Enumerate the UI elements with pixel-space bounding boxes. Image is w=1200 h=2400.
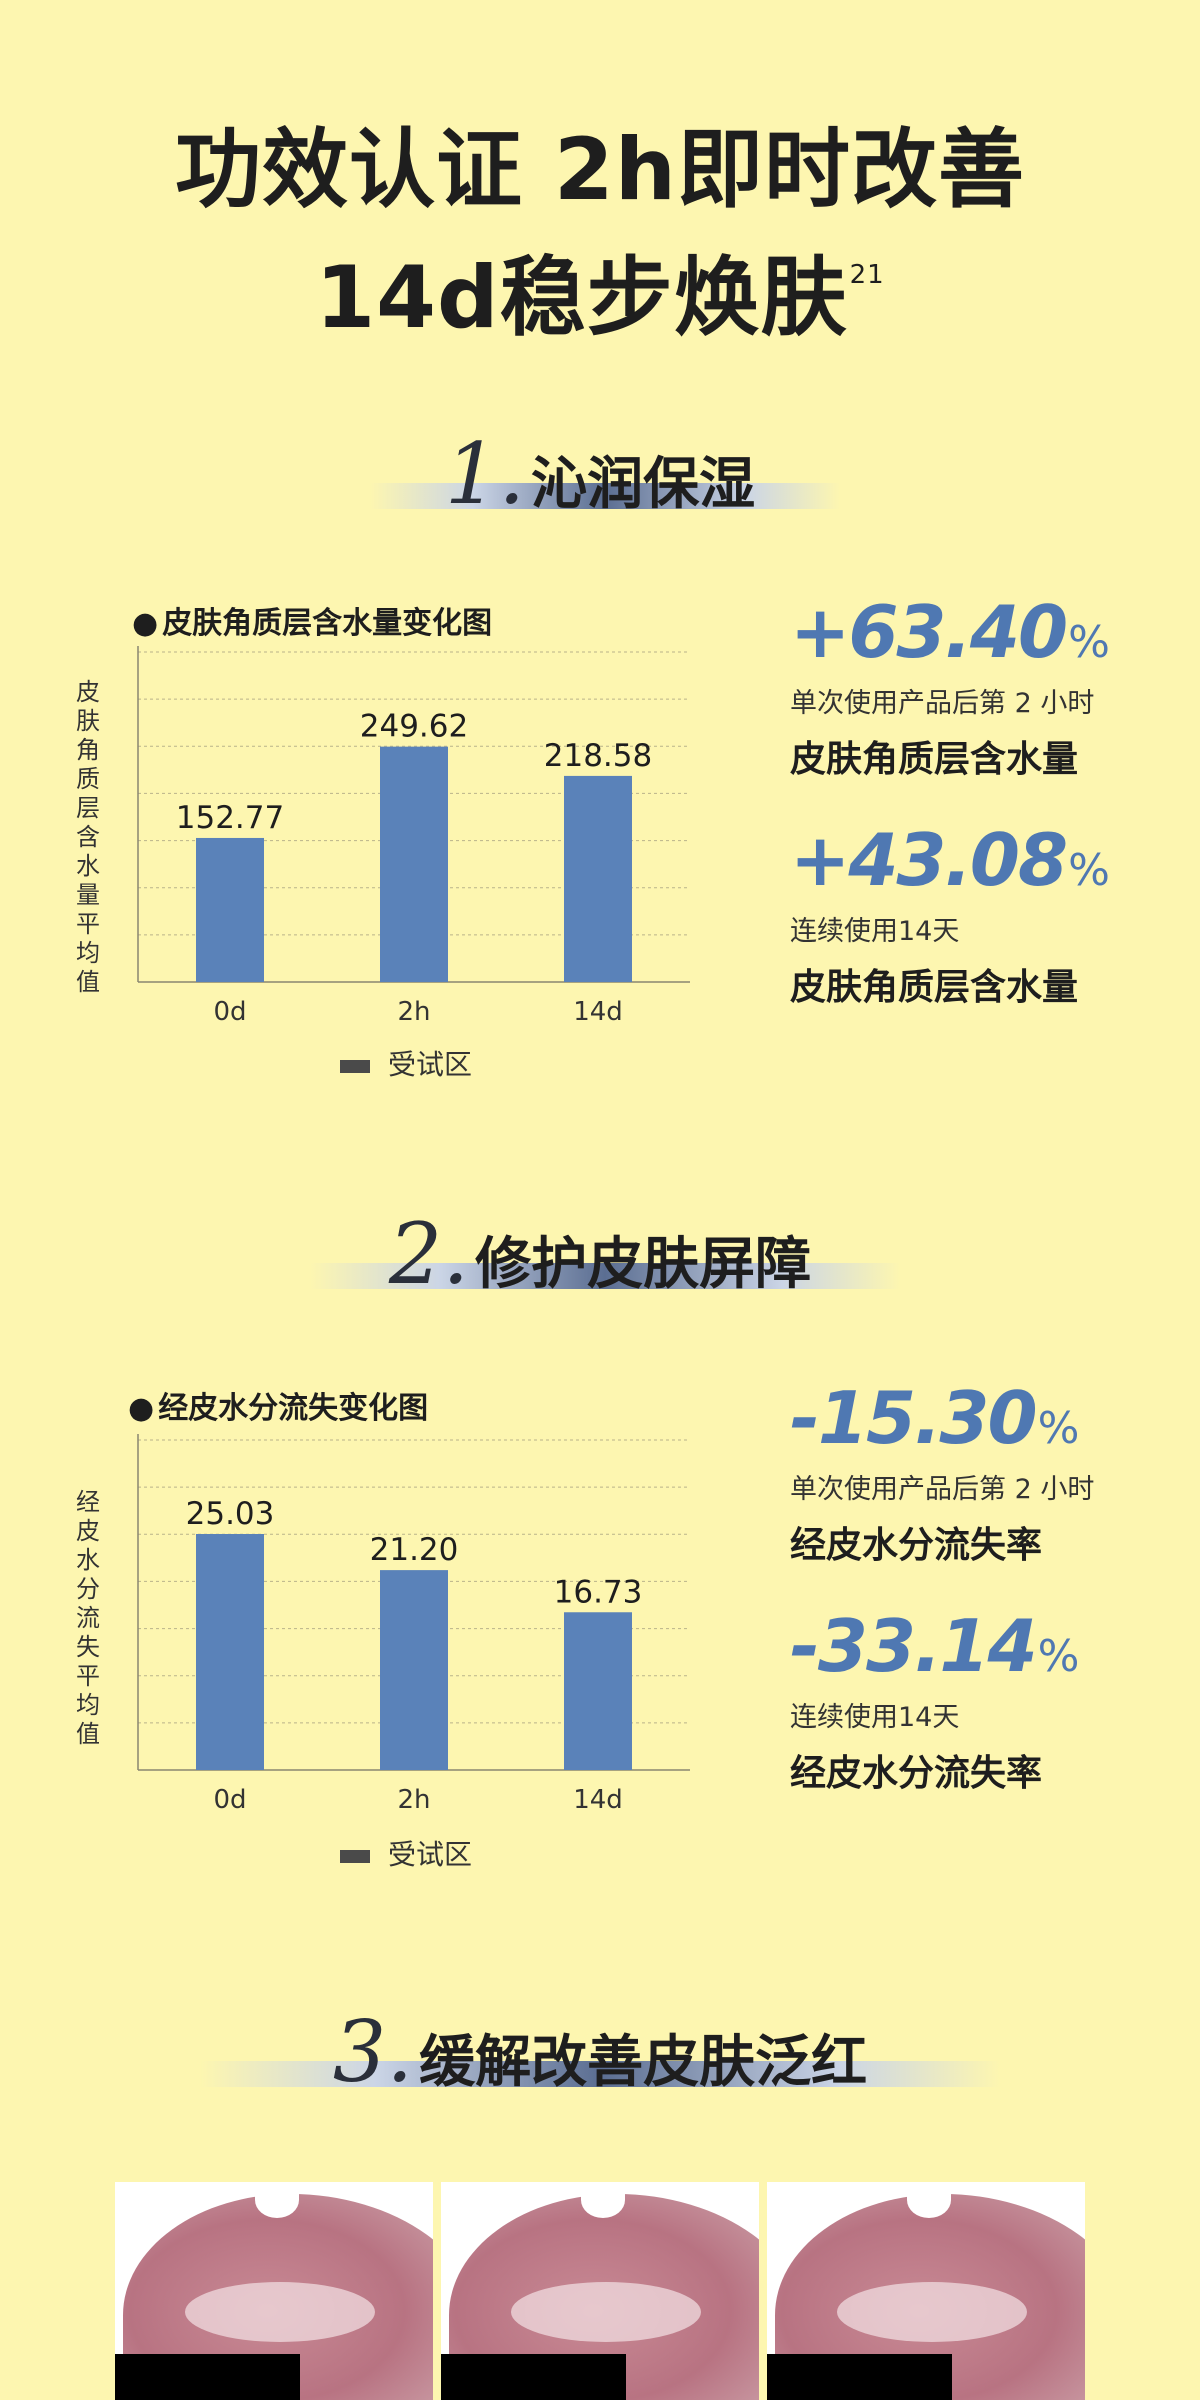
chart-1-legend-label: 受试区 — [388, 1048, 473, 1081]
skin-photo-1 — [115, 2182, 433, 2400]
stat-1-2-desc: 连续使用14天 — [790, 916, 960, 947]
stat-1-2-unit: % — [1068, 845, 1110, 896]
stat-2-1-metric: 经皮水分流失率 — [790, 1525, 1043, 1566]
stat-1-1-value-line: +63.40% — [790, 592, 1110, 683]
chart-2-bullet-icon: ● — [128, 1391, 155, 1426]
section-2-heading: 2. 修护皮肤屏障 — [0, 1205, 1200, 1315]
section-2-band — [310, 1263, 900, 1289]
skin-photo-3-eye — [837, 2282, 1027, 2342]
stat-1-1-unit: % — [1068, 617, 1110, 668]
skin-photo-3-censor-bar — [767, 2354, 952, 2400]
skin-photo-3-notch — [907, 2182, 951, 2218]
stat-2-1: -15.30% 单次使用产品后第 2 小时 经皮水分流失率 — [790, 1378, 1094, 1568]
stat-2-2-metric: 经皮水分流失率 — [790, 1753, 1043, 1794]
section-3-band — [200, 2061, 1000, 2087]
chart-2-bar-2h — [380, 1570, 448, 1770]
section-3-heading: 3. 缓解改善皮肤泛红 — [0, 2003, 1200, 2113]
chart-2-data-label-14d: 16.73 — [554, 1574, 643, 1610]
chart-1-data-label-0d: 152.77 — [176, 800, 284, 836]
chart-2-bar-14d — [564, 1612, 632, 1770]
stat-1-1-metric: 皮肤角质层含水量 — [790, 739, 1079, 780]
chart-1-data-label-2h: 249.62 — [360, 709, 468, 745]
chart-1-tick-label-2h: 2h — [397, 997, 430, 1027]
section-2-label: 修护皮肤屏障 — [475, 1232, 812, 1297]
stat-1-1-desc: 单次使用产品后第 2 小时 — [790, 688, 1095, 719]
chart-2-tick-label-0d: 0d — [213, 1785, 246, 1815]
page-title-line2-text: 14d稳步焕肤 — [315, 248, 848, 348]
chart-1-title-text: 皮肤角质层含水量变化图 — [162, 606, 493, 641]
stat-1-2-value-line: +43.08% — [790, 820, 1110, 911]
stat-2-1-unit: % — [1037, 1403, 1080, 1454]
page-title-line1: 功效认证 2h即时改善 — [174, 120, 1025, 220]
chart-2-legend-label: 受试区 — [388, 1838, 473, 1871]
chart-1-title: ● 皮肤角质层含水量变化图 — [132, 598, 492, 642]
stat-1-1: +63.40% 单次使用产品后第 2 小时 皮肤角质层含水量 — [790, 592, 1110, 782]
section-1-label: 沁润保湿 — [531, 452, 756, 517]
stat-2-2-desc: 连续使用14天 — [790, 1702, 960, 1733]
stat-2-2-value-line: -33.14% — [790, 1606, 1079, 1697]
chart-1-bar-0d — [196, 837, 264, 982]
skin-photo-2 — [441, 2182, 759, 2400]
chart-2-legend: 受试区 — [340, 1833, 472, 1873]
stat-2-2-unit: % — [1037, 1631, 1080, 1682]
chart-1-bar-14d — [564, 775, 632, 982]
stat-2-1-value-line: -15.30% — [790, 1378, 1094, 1469]
chart-2-ylabel: 经皮水分流失平均值 — [76, 1488, 100, 1748]
stat-1-2-metric: 皮肤角质层含水量 — [790, 967, 1079, 1008]
chart-2-data-label-0d: 25.03 — [186, 1496, 275, 1532]
chart-1-tick-label-0d: 0d — [213, 997, 246, 1027]
stat-1-2-value: +43.08 — [790, 818, 1068, 902]
stat-1-1-value: +63.40 — [790, 590, 1068, 674]
skin-photo-3 — [767, 2182, 1085, 2400]
section-3-number: 3. — [332, 2003, 414, 2101]
chart-2-title-text: 经皮水分流失变化图 — [158, 1391, 429, 1426]
stat-2-2-value: -33.14 — [790, 1604, 1038, 1688]
chart-2-title: ● 经皮水分流失变化图 — [128, 1383, 428, 1427]
section-3-label: 缓解改善皮肤泛红 — [419, 2030, 868, 2095]
chart-2-data-label-2h: 21.20 — [370, 1532, 459, 1568]
chart-1-tick-label-14d: 14d — [573, 997, 623, 1027]
chart-2-legend-swatch — [340, 1849, 370, 1863]
skin-photo-1-censor-bar — [115, 2354, 300, 2400]
chart-1-data-label-14d: 218.58 — [544, 738, 652, 774]
title-footnote: 21 — [849, 260, 885, 290]
section-1-band — [370, 483, 840, 509]
chart-2-bar-0d — [196, 1534, 264, 1770]
section-1-number: 1. — [444, 425, 526, 523]
chart-1-bullet-icon: ● — [132, 606, 159, 641]
stat-2-1-value: -15.30 — [790, 1376, 1038, 1460]
chart-1-legend: 受试区 — [340, 1043, 472, 1083]
skin-photo-1-notch — [255, 2182, 299, 2218]
skin-photo-2-eye — [511, 2282, 701, 2342]
chart-2-tick-label-14d: 14d — [573, 1785, 623, 1815]
stat-2-1-desc: 单次使用产品后第 2 小时 — [790, 1474, 1095, 1505]
page-title-line2: 14d稳步焕肤21 — [0, 220, 1200, 353]
chart-2: 25.03 0d 21.20 2h 16.73 14d — [137, 1434, 690, 1815]
chart-1-ylabel: 皮肤角质层含水量平均值 — [76, 678, 100, 996]
skin-photo-2-notch — [581, 2182, 625, 2218]
skin-photo-1-eye — [185, 2282, 375, 2342]
chart-1-legend-swatch — [340, 1059, 370, 1073]
stat-2-2: -33.14% 连续使用14天 经皮水分流失率 — [790, 1606, 1079, 1796]
section-2-number: 2. — [388, 1205, 470, 1303]
chart-2-tick-label-2h: 2h — [397, 1785, 430, 1815]
section-1-heading: 1. 沁润保湿 — [0, 425, 1200, 535]
chart-1-bar-2h — [380, 746, 448, 982]
stat-1-2: +43.08% 连续使用14天 皮肤角质层含水量 — [790, 820, 1110, 1010]
skin-photo-2-censor-bar — [441, 2354, 626, 2400]
chart-1: 152.77 0d 249.62 2h 218.58 14d — [137, 646, 690, 1027]
